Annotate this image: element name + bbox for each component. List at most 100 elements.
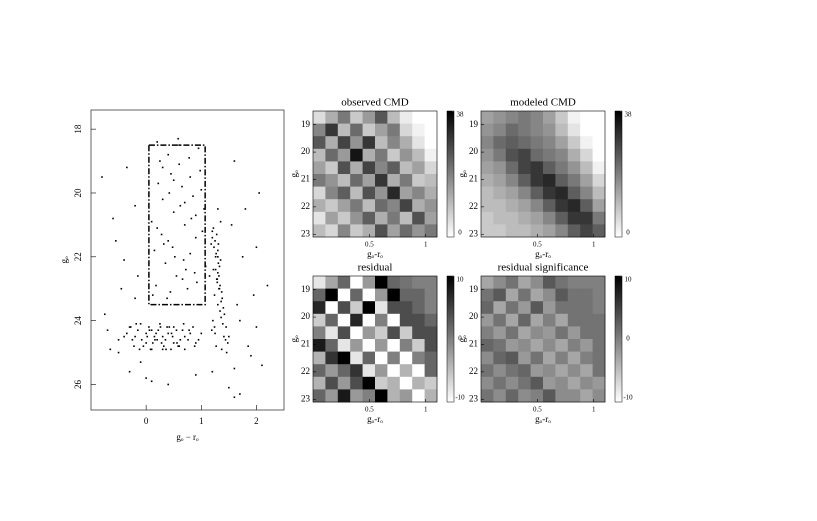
heatmap-cell [543, 313, 556, 327]
heatmap-cell [387, 174, 401, 187]
heatmap-cell [325, 364, 339, 378]
point [219, 284, 221, 287]
heatmap-cell [387, 111, 401, 124]
point [226, 342, 229, 344]
heatmap-cell [592, 364, 606, 378]
y-tick-label: 26 [73, 379, 83, 389]
heatmap-cell [350, 161, 363, 175]
point [161, 166, 164, 169]
point [162, 345, 165, 347]
heatmap-cell [325, 351, 339, 365]
heatmap-cell [481, 224, 494, 238]
heatmap-cell [555, 376, 569, 390]
heatmap-cell [350, 211, 363, 225]
point [216, 278, 219, 280]
point [192, 326, 194, 328]
heatmap-cell [580, 123, 593, 137]
point [170, 348, 172, 351]
point [170, 173, 172, 175]
point [221, 297, 224, 300]
heatmap-cell [424, 199, 438, 213]
y-tick-label: 18 [73, 124, 83, 134]
heatmap-cell [543, 339, 556, 352]
heatmap-cell [543, 288, 556, 302]
heatmap-cell [424, 148, 438, 162]
heatmap-cell [505, 376, 519, 390]
heatmap-cell [567, 186, 581, 200]
heatmap-cell [412, 211, 425, 225]
heatmap-cell [592, 339, 606, 352]
heatmap-cell [375, 301, 388, 315]
heatmap-cell [493, 301, 507, 315]
heatmap-cell [375, 326, 388, 340]
heatmap-cell [543, 351, 556, 365]
x-axis-label: gₒ-rₒ [367, 249, 383, 259]
heatmap-cell [350, 224, 363, 238]
point [215, 345, 217, 347]
heatmap-cell [387, 376, 401, 390]
point [218, 275, 220, 277]
heatmap-cell [543, 326, 556, 340]
heatmap-cell [350, 136, 363, 150]
heatmap-cell [350, 186, 363, 200]
heatmap-cell [505, 351, 519, 365]
heatmap-cell [580, 326, 593, 340]
heatmap-cell [580, 301, 593, 315]
point [167, 153, 169, 156]
heatmap-cell [505, 123, 519, 137]
colorbar-tick-label: -10 [623, 394, 633, 402]
heatmap-cell [424, 123, 438, 137]
heatmap-cell [580, 276, 593, 289]
heatmap-cell [481, 111, 494, 124]
heatmap-cell [580, 211, 593, 225]
point [167, 383, 169, 386]
point [135, 323, 138, 325]
point [167, 240, 169, 242]
heatmap-cell [362, 376, 376, 390]
y-tick-label: 22 [469, 201, 478, 211]
heatmap-cell [518, 301, 531, 315]
heatmap-cell [313, 174, 326, 187]
point [214, 268, 217, 271]
heatmap-cell [518, 136, 531, 150]
heatmap-cell [580, 148, 593, 162]
heatmap-cell [362, 211, 376, 225]
heatmap-cell [481, 376, 494, 390]
point [181, 185, 183, 188]
heatmap-cell [375, 123, 388, 137]
heatmap-cell [567, 326, 581, 340]
heatmap-cell [493, 288, 507, 302]
heatmap-cell [543, 111, 556, 124]
y-axis-label: gₒ [457, 170, 467, 178]
point [213, 246, 215, 249]
point [211, 370, 214, 373]
heatmap-cell [580, 313, 593, 327]
heatmap-cell [530, 148, 544, 162]
heatmap-cell [362, 364, 376, 378]
heatmap-cell [399, 301, 413, 315]
panel-title: residual significance [498, 262, 589, 274]
heatmap-cell [481, 161, 494, 175]
heatmap-cell [592, 161, 606, 175]
point [151, 342, 154, 344]
heatmap-cell [555, 301, 569, 315]
heatmap-cell [362, 313, 376, 327]
point [230, 224, 233, 226]
point [145, 342, 147, 344]
point [176, 342, 178, 344]
heatmap-cell [543, 199, 556, 213]
heatmap-cell [362, 199, 376, 213]
heatmap-cell [362, 301, 376, 315]
point [233, 367, 236, 370]
heatmap-cell [424, 111, 438, 124]
heatmap-cell [313, 376, 326, 390]
point [225, 351, 228, 354]
point [170, 332, 173, 335]
point [157, 329, 160, 332]
heatmap-cell [567, 288, 581, 302]
point [190, 217, 193, 220]
point [224, 338, 227, 341]
heatmap-cell [555, 199, 569, 213]
heatmap-cell [555, 389, 569, 403]
heatmap-cell [555, 288, 569, 302]
